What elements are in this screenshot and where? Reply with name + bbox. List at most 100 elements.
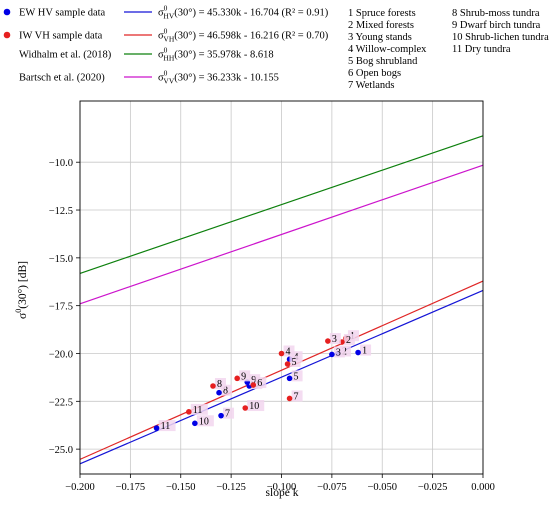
point-vh — [210, 383, 216, 389]
point-label-bg — [329, 333, 341, 345]
point-vh — [325, 338, 331, 344]
point-label-bg — [239, 370, 251, 382]
point-hv — [153, 425, 160, 431]
x-tick-label: −0.150 — [166, 482, 196, 493]
legend-text-hh: 35.978k - 8.618 — [207, 50, 274, 61]
point-label-bg — [333, 346, 345, 358]
point-vh — [286, 395, 293, 402]
legend-text-hv: 45.330k - 16.704 (R² = 0.91) — [207, 8, 329, 19]
point-label-hv: 3 — [336, 347, 341, 358]
x-tick-label: −0.175 — [116, 482, 146, 493]
x-tick-label: −0.050 — [367, 482, 397, 493]
x-tick-label: −0.100 — [267, 482, 297, 493]
point-label-bg — [221, 384, 233, 396]
point-hv — [286, 375, 293, 382]
y-axis-label: σ0(30°) [dB] — [14, 261, 29, 319]
point-label-bg — [360, 344, 372, 356]
point-label-vh: 9 — [241, 371, 246, 382]
point-vh — [186, 409, 192, 415]
y-tick-label: −20.0 — [49, 349, 73, 360]
point-label-bg — [196, 415, 214, 427]
class-label: 2 Mixed forests — [348, 20, 414, 31]
x-tick-label: −0.025 — [418, 482, 448, 493]
regression-line-hv — [79, 289, 484, 465]
legend-marker-ew-hv — [3, 8, 11, 16]
class-label: 6 Open bogs — [348, 68, 401, 79]
point-label-bg — [247, 400, 265, 412]
point-label-bg — [214, 378, 226, 390]
legend-text-vv: 36.233k - 10.155 — [207, 73, 279, 84]
x-tick-label: −0.125 — [216, 482, 246, 493]
point-label-vh: 10 — [249, 401, 259, 412]
legend-label-bartsch: Bartsch et al. (2020) — [19, 73, 105, 84]
point-label-vh: 4 — [286, 346, 291, 357]
point-label-bg — [223, 407, 235, 419]
legend: EW HV sample data IW VH sample data Widh… — [3, 4, 549, 91]
class-label: 8 Shrub-moss tundra — [452, 8, 540, 19]
point-label-bg — [255, 377, 267, 389]
point-label-bg — [289, 356, 301, 368]
point-label-vh: 8 — [217, 379, 222, 390]
y-tick-label: −17.5 — [49, 302, 73, 313]
y-tick-label: −12.5 — [49, 206, 73, 217]
regression-line-vh — [79, 280, 484, 460]
point-hv — [329, 351, 335, 358]
point-vh — [242, 405, 249, 411]
regression-line-vv — [79, 164, 484, 305]
point-label-bg — [158, 420, 176, 432]
plot-frame — [79, 100, 484, 475]
point-label-bg — [339, 345, 351, 357]
point-label-bg — [291, 370, 303, 382]
point-hv — [218, 412, 224, 419]
x-tick-label: −0.075 — [317, 482, 347, 493]
point-hv — [216, 389, 222, 396]
point-hv — [192, 420, 198, 427]
x-axis-label: slope k — [266, 487, 299, 499]
x-tick-label: 0.000 — [471, 482, 495, 493]
point-label-vh: 5 — [292, 357, 297, 368]
point-label-hv: 5 — [294, 371, 299, 382]
point-hv — [355, 349, 361, 356]
legend-label-widhalm: Widhalm et al. (2018) — [19, 50, 112, 61]
class-label: 4 Willow-complex — [348, 44, 427, 55]
x-tick-label: −0.200 — [65, 482, 95, 493]
legend-line-vh: σ0 VH(30°) = 46.598k - 16.216 (R² = 0.70) — [124, 27, 329, 44]
point-label-bg — [291, 390, 303, 402]
legend-label-iw-vh: IW VH sample data — [19, 31, 103, 42]
y-tick-label: −25.0 — [49, 445, 73, 456]
class-label: 1 Spruce forests — [348, 8, 416, 19]
plot-area: −0.200 −0.175 −0.150 −0.125 −0.100 −0.075 −0.0… — [49, 100, 495, 493]
point-label-hv: 11 — [161, 421, 171, 432]
class-label: 11 Dry tundra — [452, 44, 511, 55]
point-label-vh: 6 — [257, 378, 262, 389]
legend-marker-iw-vh — [3, 31, 11, 39]
class-list: 1 Spruce forests 2 Mixed forests 3 Young… — [348, 8, 549, 91]
point-label-bg — [283, 345, 295, 357]
point-label-hv: 8 — [223, 386, 228, 397]
grid — [79, 101, 484, 474]
point-vh — [234, 375, 240, 382]
legend-line-vv: σ0 VV(30°) = 36.233k - 10.155 — [124, 69, 279, 86]
point-vh — [284, 361, 291, 367]
class-label: 3 Young stands — [348, 32, 412, 43]
class-label: 7 Wetlands — [348, 80, 395, 91]
point-label-hv: 9 — [251, 375, 256, 386]
y-tick-label: −22.5 — [49, 397, 73, 408]
point-vh — [278, 350, 285, 357]
point-label-vh: 3 — [332, 334, 337, 345]
point-label-hv: 1 — [362, 346, 367, 357]
y-tick-label: −15.0 — [49, 254, 73, 265]
regression-lines — [79, 135, 484, 465]
class-label: 5 Bog shrubland — [348, 56, 418, 67]
scatter-points: 12345678910111234567891011 — [153, 330, 372, 432]
regression-line-hh — [79, 135, 484, 274]
point-label-hv: 10 — [199, 416, 209, 427]
point-label-bg — [190, 403, 208, 415]
legend-label-ew-hv: EW HV sample data — [19, 8, 106, 19]
ticks: −0.200 −0.175 −0.150 −0.125 −0.100 −0.075 −0.0… — [49, 158, 495, 493]
y-tick-label: −10.0 — [49, 158, 73, 169]
